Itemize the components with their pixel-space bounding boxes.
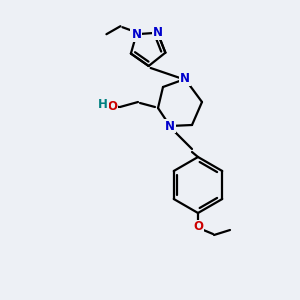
Text: O: O <box>193 220 203 233</box>
Text: N: N <box>152 26 163 39</box>
Text: H: H <box>98 98 108 112</box>
Text: N: N <box>180 73 190 85</box>
Text: N: N <box>165 119 175 133</box>
Text: O: O <box>107 100 117 112</box>
Text: N: N <box>131 28 141 41</box>
